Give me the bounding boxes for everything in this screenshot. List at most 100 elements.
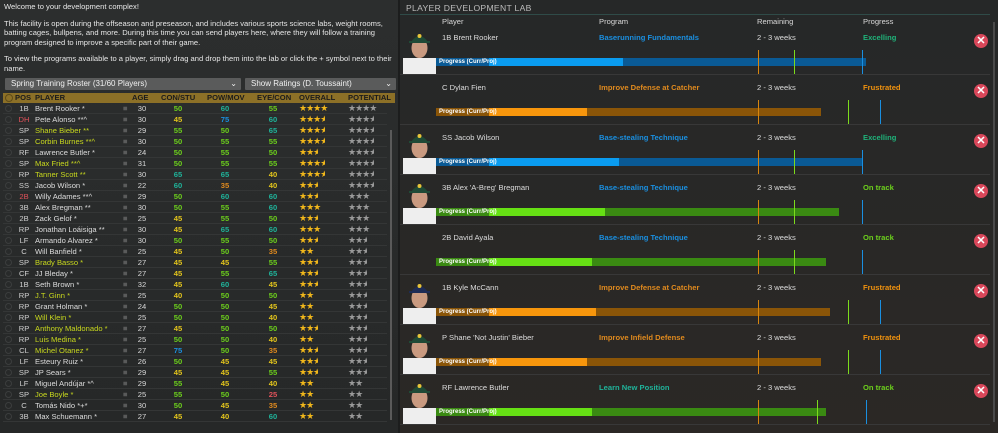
roster-row[interactable]: SP Shane Bieber ** ≡ 29 55 50 65 ★★★ ★ ★★★ ★: [3, 125, 387, 136]
player-name[interactable]: Will Klein *: [35, 313, 72, 322]
lab-player-name[interactable]: C Dylan Fien: [442, 83, 486, 92]
lab-entry[interactable]: 3B Alex 'A-Breg' Bregman Base-stealing Te…: [400, 176, 990, 225]
lab-player-name[interactable]: P Shane 'Not Justin' Bieber: [442, 333, 534, 342]
select-circle-icon[interactable]: [5, 336, 12, 343]
player-name[interactable]: Brent Rooker *: [35, 104, 85, 113]
select-circle-icon[interactable]: [5, 314, 12, 321]
lab-player-name[interactable]: 1B Brent Rooker: [442, 33, 499, 42]
roster-row[interactable]: SP Corbin Burnes **^ ≡ 30 50 55 55 ★★★ ★ ★★★ ★: [3, 136, 387, 147]
drag-handle-icon[interactable]: ≡: [123, 269, 128, 278]
roster-row[interactable]: LF Miguel Andújar *^ ≡ 29 55 45 40 ★★ ★★: [3, 378, 387, 389]
drag-handle-icon[interactable]: ≡: [123, 302, 128, 311]
select-circle-icon[interactable]: [5, 237, 12, 244]
select-circle-icon[interactable]: [5, 281, 12, 288]
drag-handle-icon[interactable]: ≡: [123, 247, 128, 256]
roster-scrollbar[interactable]: [390, 130, 392, 420]
lab-player-name[interactable]: 3B Alex 'A-Breg' Bregman: [442, 183, 530, 192]
roster-dropdown[interactable]: Spring Training Roster (31/60 Players) ⌄: [5, 78, 241, 90]
player-name[interactable]: Seth Brown *: [35, 280, 80, 289]
remove-player-button[interactable]: ✕: [974, 234, 988, 248]
roster-row[interactable]: RP Grant Holman * ≡ 24 50 50 45 ★★ ★★ ★: [3, 301, 387, 312]
drag-handle-icon[interactable]: ≡: [123, 324, 128, 333]
lab-entry[interactable]: SS Jacob Wilson Base-stealing Technique 2 …: [400, 126, 990, 175]
player-name[interactable]: Anthony Maldonado *: [35, 324, 108, 333]
select-circle-icon[interactable]: [5, 215, 12, 222]
player-name[interactable]: Tomás Nido *+*: [35, 401, 88, 410]
lab-player-name[interactable]: 2B David Ayala: [442, 233, 494, 242]
player-name[interactable]: Max Fried **^: [35, 159, 81, 168]
lab-scrollbar[interactable]: [993, 22, 995, 422]
roster-row[interactable]: 2B Willy Adames **^ ≡ 29 50 60 60 ★★ ★ ★★★: [3, 191, 387, 202]
drag-handle-icon[interactable]: ≡: [123, 126, 128, 135]
select-circle-icon[interactable]: [5, 292, 12, 299]
remove-player-button[interactable]: ✕: [974, 184, 988, 198]
roster-row[interactable]: DH Pete Alonso **^ ≡ 30 45 75 60 ★★★ ★ ★★★ ★: [3, 114, 387, 125]
program-name[interactable]: Improve Defense at Catcher: [599, 283, 700, 292]
drag-handle-icon[interactable]: ≡: [123, 390, 128, 399]
lab-entry[interactable]: 1B Brent Rooker Baserunning Fundamentals 2…: [400, 26, 990, 75]
drag-handle-icon[interactable]: ≡: [123, 181, 128, 190]
select-circle-icon[interactable]: [5, 259, 12, 266]
select-circle-icon[interactable]: [5, 182, 12, 189]
player-name[interactable]: Zack Gelof *: [35, 214, 77, 223]
drag-handle-icon[interactable]: ≡: [123, 104, 128, 113]
roster-row[interactable]: RP J.T. Ginn * ≡ 25 40 50 50 ★★ ★★ ★: [3, 290, 387, 301]
select-circle-icon[interactable]: [5, 149, 12, 156]
lab-player-name[interactable]: 1B Kyle McCann: [442, 283, 499, 292]
col-overall[interactable]: OVERALL: [299, 93, 336, 102]
roster-row[interactable]: SP Joe Boyle * ≡ 25 55 50 25 ★★ ★★: [3, 389, 387, 400]
select-circle-icon[interactable]: [5, 303, 12, 310]
drag-handle-icon[interactable]: ≡: [123, 379, 128, 388]
roster-row[interactable]: 1B Seth Brown * ≡ 32 45 60 45 ★★ ★ ★★ ★: [3, 279, 387, 290]
program-name[interactable]: Improve Defense at Catcher: [599, 83, 700, 92]
lab-entry[interactable]: C Dylan Fien Improve Defense at Catcher 2 …: [400, 76, 990, 125]
drag-handle-icon[interactable]: ≡: [123, 401, 128, 410]
roster-row[interactable]: 1B Brent Rooker * ≡ 30 50 60 55 ★★★★ ★★★★: [3, 103, 387, 114]
select-circle-icon[interactable]: [5, 105, 12, 112]
roster-row[interactable]: RP Anthony Maldonado * ≡ 27 45 50 50 ★★ ★ ★★ ★: [3, 323, 387, 334]
drag-handle-icon[interactable]: ≡: [123, 225, 128, 234]
program-name[interactable]: Base-stealing Technique: [599, 183, 688, 192]
lab-entry[interactable]: RF Lawrence Butler Learn New Position 2 - …: [400, 376, 990, 425]
remove-player-button[interactable]: ✕: [974, 284, 988, 298]
roster-row[interactable]: SP Brady Basso * ≡ 27 45 45 55 ★★ ★ ★★ ★: [3, 257, 387, 268]
select-circle-icon[interactable]: [5, 347, 12, 354]
roster-row[interactable]: 3B Alex Bregman ** ≡ 30 50 55 60 ★★★ ★★★: [3, 202, 387, 213]
select-circle-icon[interactable]: [5, 391, 12, 398]
player-name[interactable]: Brady Basso *: [35, 258, 84, 267]
drag-handle-icon[interactable]: ≡: [123, 236, 128, 245]
lab-player-name[interactable]: RF Lawrence Butler: [442, 383, 510, 392]
drag-handle-icon[interactable]: ≡: [123, 115, 128, 124]
roster-row[interactable]: C Will Banfield * ≡ 25 45 50 35 ★★ ★★ ★: [3, 246, 387, 257]
player-name[interactable]: Willy Adames **^: [35, 192, 93, 201]
select-circle-icon[interactable]: [5, 402, 12, 409]
drag-handle-icon[interactable]: ≡: [123, 335, 128, 344]
player-name[interactable]: J.T. Ginn *: [35, 291, 71, 300]
roster-row[interactable]: RP Luis Medina * ≡ 25 50 50 40 ★★ ★★ ★: [3, 334, 387, 345]
select-circle-icon[interactable]: [5, 325, 12, 332]
roster-row[interactable]: RP Will Klein * ≡ 25 50 50 40 ★★ ★★ ★: [3, 312, 387, 323]
drag-handle-icon[interactable]: ≡: [123, 346, 128, 355]
select-circle-icon[interactable]: [5, 369, 12, 376]
col-pow-mov[interactable]: POW/MOV: [207, 93, 245, 102]
roster-row[interactable]: SS Jacob Wilson * ≡ 22 60 35 40 ★★ ★ ★★★ ★: [3, 180, 387, 191]
drag-handle-icon[interactable]: ≡: [123, 214, 128, 223]
player-name[interactable]: Pete Alonso **^: [35, 115, 88, 124]
col-pos[interactable]: POS: [15, 93, 32, 102]
roster-row[interactable]: 2B Zack Gelof * ≡ 25 45 55 50 ★★ ★ ★★★: [3, 213, 387, 224]
select-circle-icon[interactable]: [5, 380, 12, 387]
player-name[interactable]: JJ Bleday *: [35, 269, 73, 278]
select-circle-icon[interactable]: [5, 116, 12, 123]
select-circle-icon[interactable]: [5, 358, 12, 365]
roster-row[interactable]: CF JJ Bleday * ≡ 27 45 55 65 ★★ ★ ★★ ★: [3, 268, 387, 279]
drag-handle-icon[interactable]: ≡: [123, 148, 128, 157]
lab-entry[interactable]: P Shane 'Not Justin' Bieber Improve Infie…: [400, 326, 990, 375]
roster-row[interactable]: SP JP Sears * ≡ 29 45 45 55 ★★ ★ ★★ ★: [3, 367, 387, 378]
roster-row[interactable]: 3B Max Schuemann * ≡ 27 45 40 60 ★★ ★★: [3, 411, 387, 422]
select-circle-icon[interactable]: [5, 413, 12, 420]
lab-player-name[interactable]: SS Jacob Wilson: [442, 133, 500, 142]
player-name[interactable]: Tanner Scott **: [35, 170, 86, 179]
program-name[interactable]: Base-stealing Technique: [599, 233, 688, 242]
col-player[interactable]: PLAYER: [35, 93, 66, 102]
drag-handle-icon[interactable]: ≡: [123, 313, 128, 322]
